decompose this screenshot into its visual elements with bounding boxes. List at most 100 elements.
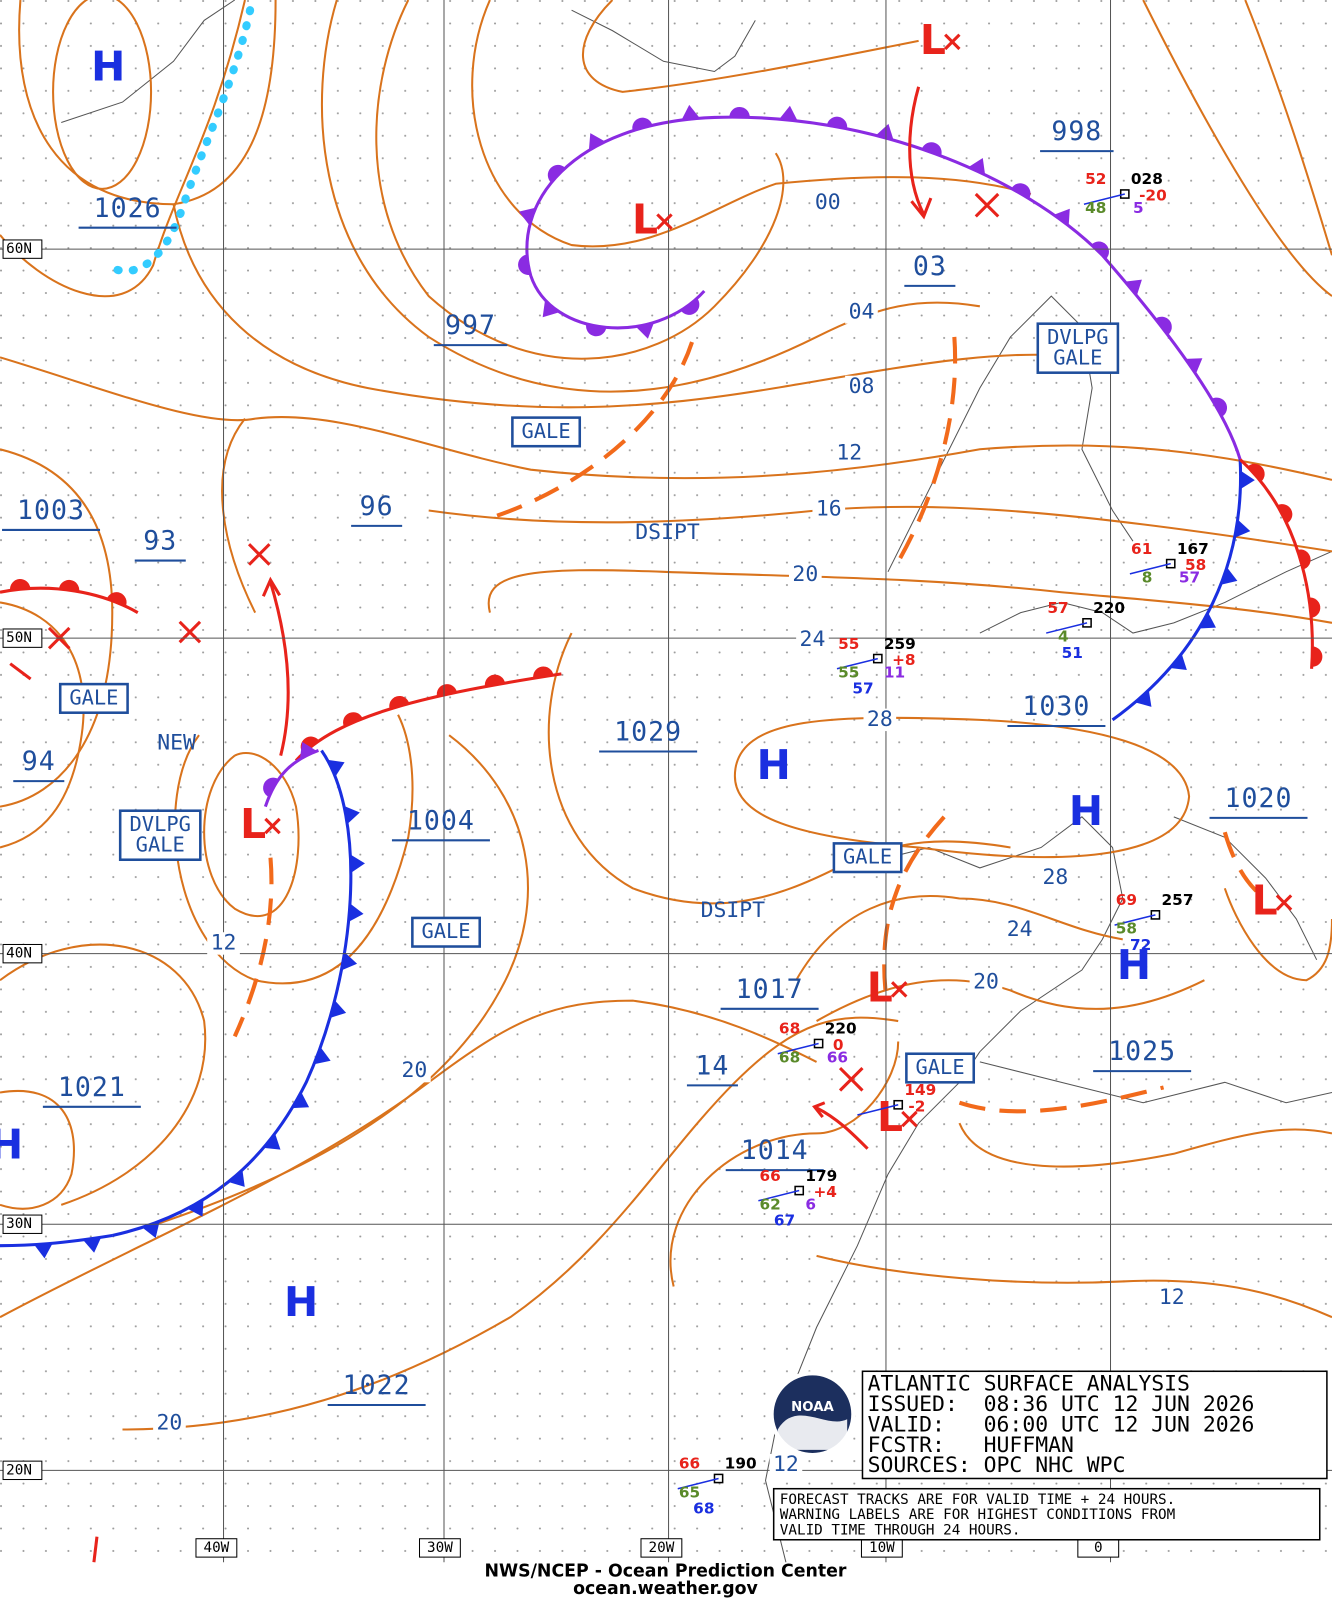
info-line: VALID: 06:00 UTC 12 JUN 2026: [868, 1412, 1255, 1437]
station-value: 67: [774, 1212, 795, 1230]
front-symbol: [327, 759, 345, 777]
station-value: 61: [1131, 540, 1152, 558]
front-semicircle: [1155, 316, 1172, 335]
footer-url: ocean.weather.gov: [573, 1579, 758, 1599]
grid-label-box: [2, 628, 43, 648]
grid-label-box: [2, 1214, 43, 1234]
front-semicircle: [484, 674, 506, 687]
status-note: NEW: [157, 730, 196, 755]
front-triangle: [344, 805, 360, 825]
front-symbol: [142, 1221, 160, 1238]
low-x: [891, 981, 908, 998]
front: [0, 586, 139, 614]
isobar-label: 24: [1007, 917, 1033, 942]
lat-label: 30N: [6, 1216, 32, 1232]
grid-label-box: [2, 1460, 43, 1481]
front-symbol: [1091, 241, 1109, 259]
front-triangle: [1135, 690, 1152, 707]
front-symbol: [350, 854, 365, 873]
isobar-label: 08: [849, 374, 875, 399]
station-value: 57: [852, 680, 873, 698]
label-bg: [1003, 918, 1036, 942]
isobar-label: 12: [836, 440, 862, 465]
wind-barb: [758, 1189, 800, 1202]
lon-label: 10W: [869, 1540, 895, 1556]
wind-barb: [1114, 914, 1156, 926]
pressure-label: 93: [143, 526, 177, 557]
pressure-label: 998: [1051, 116, 1102, 147]
front-semicircle: [1277, 504, 1293, 524]
pressure-label: 14: [695, 1051, 729, 1082]
label-bg: [863, 708, 897, 732]
front-semicircle: [518, 254, 530, 275]
front-symbol: [228, 1170, 245, 1187]
front-triangle: [313, 1047, 331, 1065]
station-value: 68: [779, 1020, 800, 1038]
station-value: 167: [1177, 540, 1209, 558]
front-triangle: [348, 903, 364, 922]
front: [1111, 459, 1243, 722]
troughs: [232, 336, 1267, 1114]
isobar-label: 12: [773, 1452, 799, 1477]
isobar-label: 12: [1159, 1285, 1185, 1310]
lat-label: 60N: [6, 241, 32, 257]
front-triangle: [187, 1199, 204, 1217]
front-symbol: [533, 666, 554, 679]
front-triangle: [350, 854, 365, 873]
station-value: 57: [1047, 599, 1068, 617]
front-symbol: [341, 952, 358, 971]
station-value: 11: [884, 663, 905, 681]
front: [111, 749, 353, 1237]
pressure-label: 1014: [741, 1135, 809, 1166]
high-center: H: [91, 42, 125, 90]
isobar-label: 28: [1042, 865, 1068, 890]
front-semicircle: [1011, 183, 1031, 199]
label-bg: [153, 1412, 186, 1435]
front-symbol: [329, 1000, 347, 1018]
pressure-label: 96: [360, 491, 394, 522]
footer-agency: NWS/NCEP - Ocean Prediction Center: [484, 1561, 846, 1581]
station-value: 66: [679, 1455, 700, 1473]
front-semicircle: [921, 142, 942, 156]
wind-barb: [1083, 193, 1125, 205]
front-semicircle: [680, 298, 700, 315]
warning-label: GALE: [843, 845, 892, 869]
note-line: VALID TIME THROUGH 24 HOURS.: [780, 1523, 1021, 1539]
station-value: 5: [1133, 199, 1144, 217]
front-symbol: [1240, 470, 1255, 490]
front-symbol: [344, 805, 360, 825]
station-value: 62: [760, 1195, 781, 1213]
front-symbol: [1135, 690, 1152, 707]
front-triangle: [1240, 470, 1255, 490]
pressure-label: 1004: [407, 805, 475, 836]
front-symbol: [436, 684, 457, 697]
front: [1239, 458, 1314, 669]
front-symbol: [263, 1133, 281, 1150]
label-bg: [845, 375, 878, 399]
low-x: [944, 33, 961, 51]
front-symbol: [681, 104, 700, 120]
warning-box: [832, 842, 903, 874]
low-center: L: [920, 16, 946, 64]
warning-label: GALE: [915, 1055, 964, 1079]
label-bg: [811, 191, 845, 215]
front-triangle: [968, 157, 986, 175]
label-bg: [796, 628, 829, 652]
front-semicircle: [389, 696, 410, 710]
front-symbol: [484, 674, 506, 687]
pressure-label: 1003: [17, 495, 85, 526]
isobar-label: 20: [973, 969, 999, 994]
lon-label: 0: [1094, 1540, 1103, 1556]
front-symbol: [1211, 397, 1228, 417]
high-center: H: [0, 1121, 23, 1169]
ice-edge: [103, 6, 255, 276]
front-triangle: [1053, 208, 1070, 226]
station-value: 220: [825, 1020, 857, 1038]
pressure-label: 03: [913, 251, 947, 282]
low-x: [264, 817, 281, 835]
station-value: 58: [1116, 920, 1137, 938]
station-value: 028: [1131, 170, 1163, 188]
front-semicircle: [1311, 646, 1323, 667]
lat-label: 40N: [6, 946, 32, 962]
front-symbol: [187, 1199, 204, 1217]
